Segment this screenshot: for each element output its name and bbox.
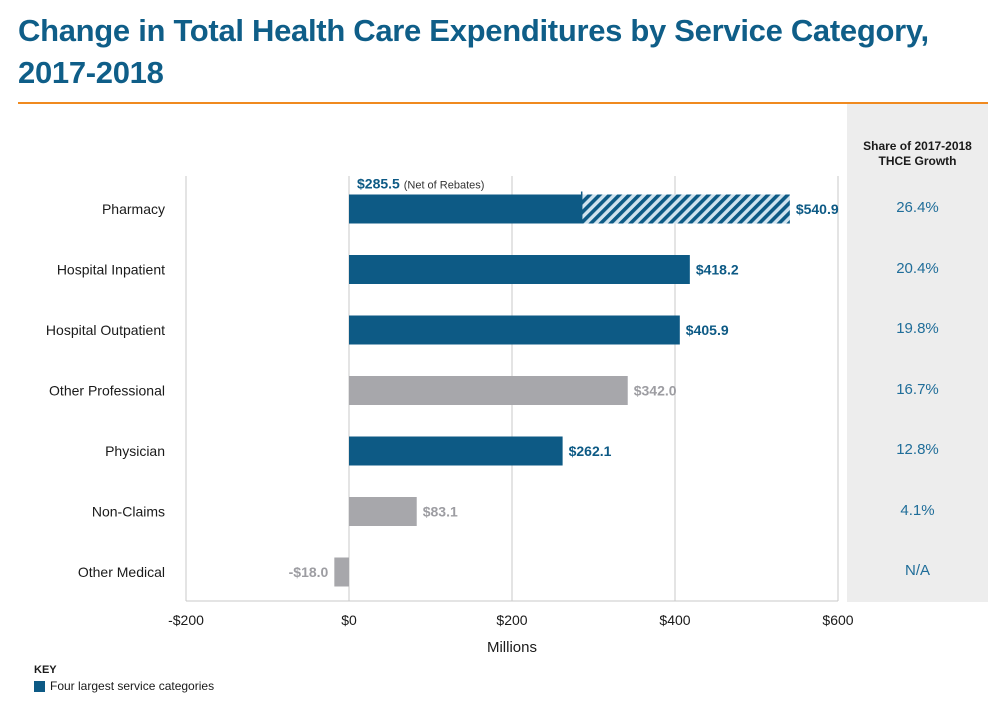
category-label: Other Medical — [78, 564, 165, 580]
share-value: 20.4% — [896, 259, 939, 277]
share-value: 12.8% — [896, 441, 939, 458]
bar — [349, 436, 563, 466]
key-swatch — [34, 681, 45, 692]
value-label: $540.9 — [796, 201, 839, 217]
share-value: 19.8% — [896, 320, 939, 337]
x-tick-label: -$200 — [168, 612, 204, 628]
value-label: $83.1 — [423, 504, 458, 520]
x-axis-title: Millions — [487, 639, 537, 656]
share-value: N/A — [904, 562, 930, 579]
category-label: Hospital Inpatient — [57, 262, 165, 278]
key-label: Four largest service categories — [50, 679, 215, 693]
bar — [349, 315, 680, 345]
annotation-label: $285.5 (Net of Rebates) — [357, 176, 484, 192]
x-tick-label: $400 — [659, 612, 690, 628]
title-divider — [18, 102, 988, 104]
bar — [349, 497, 417, 526]
share-header: Share of 2017-2018 THCE Growth — [863, 139, 972, 168]
category-label: Physician — [105, 443, 165, 459]
x-tick-label: $200 — [496, 612, 527, 628]
value-label: $405.9 — [686, 322, 729, 338]
share-value: 4.1% — [900, 501, 935, 519]
bars — [334, 191, 790, 587]
x-tick-label: $0 — [341, 612, 357, 628]
category-label: Pharmacy — [102, 201, 165, 217]
bar — [349, 255, 690, 284]
bar — [349, 194, 582, 224]
x-tick-label: $600 — [822, 612, 853, 628]
annotation-note: (Net of Rebates) — [404, 180, 485, 192]
bar — [349, 376, 628, 405]
share-value: 26.4% — [896, 199, 939, 216]
labels: -$200 $0 $200 $400 $600 Millions Pharmacy $285.… — [46, 176, 854, 657]
share-panel — [847, 104, 988, 602]
chart-title: Change in Total Health Care Expenditures… — [18, 13, 929, 90]
value-label: -$18.0 — [289, 564, 329, 580]
category-label: Hospital Outpatient — [46, 322, 165, 338]
value-label: $262.1 — [569, 443, 612, 459]
value-label: $342.0 — [634, 383, 677, 399]
bar-hatched-segment — [581, 194, 790, 224]
value-label: $418.2 — [696, 262, 739, 278]
category-label: Non-Claims — [92, 504, 165, 520]
key-title: KEY — [34, 664, 57, 676]
bar — [334, 557, 349, 587]
category-label: Other Professional — [49, 383, 165, 399]
annotation-value: $285.5 — [357, 176, 404, 192]
share-value: 16.7% — [896, 380, 939, 398]
